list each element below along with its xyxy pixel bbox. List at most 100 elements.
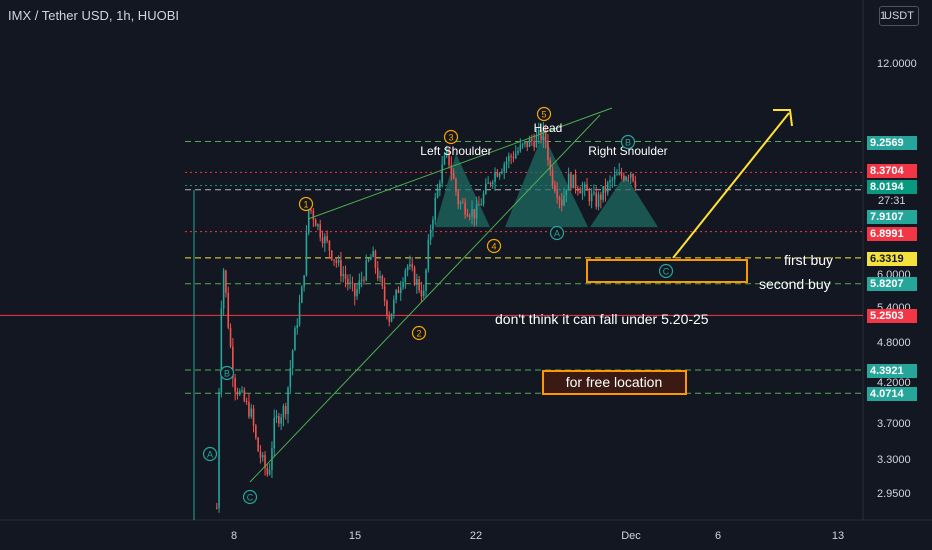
candle-body — [326, 236, 328, 241]
currency-unit-button[interactable]: USDT — [879, 6, 919, 26]
candle-body — [393, 299, 395, 314]
candle-body — [372, 251, 374, 258]
candle-body — [457, 191, 460, 205]
candle-body — [558, 197, 561, 200]
candle-body — [496, 172, 499, 177]
candle-body — [243, 390, 246, 402]
candle-body — [521, 143, 524, 145]
candle-body — [383, 285, 386, 301]
candle-body — [629, 173, 632, 178]
candle-body — [218, 391, 220, 509]
projection-arrow[interactable] — [672, 109, 793, 259]
candle-body — [409, 264, 411, 267]
candle-body — [429, 229, 432, 240]
wave-label-b-1: B — [219, 365, 235, 381]
candle-body — [544, 128, 547, 142]
wave-label-c-2: C — [658, 263, 674, 279]
candle-body — [425, 269, 427, 291]
candle-body — [588, 190, 591, 202]
candle-body — [439, 183, 441, 188]
candle-body — [259, 451, 262, 458]
candle-body — [363, 279, 365, 281]
candle-body — [411, 264, 414, 268]
candle-body — [627, 177, 630, 179]
candle-body — [356, 289, 358, 297]
candle-body — [335, 260, 338, 263]
candle-body — [386, 300, 388, 315]
candle-body — [376, 267, 379, 279]
time-tick: Dec — [621, 530, 641, 542]
candle-body — [514, 153, 517, 159]
candle-body — [241, 390, 243, 392]
wave-label-a-1: A — [202, 446, 218, 462]
candle-body — [595, 192, 598, 207]
free-location-box[interactable] — [542, 370, 687, 395]
candle-body — [413, 267, 416, 285]
second-buy-label: second buy — [759, 276, 831, 292]
candle-body — [570, 173, 572, 189]
buy-zone-box[interactable] — [586, 259, 748, 283]
candle-body — [234, 378, 236, 392]
candle-body — [466, 214, 469, 217]
candle-body — [333, 259, 335, 261]
trendline-support[interactable] — [249, 114, 601, 483]
candle-body — [280, 417, 282, 424]
candle-body — [275, 415, 278, 418]
candle-body — [321, 237, 324, 244]
candle-body — [531, 138, 533, 141]
candle-body — [501, 171, 503, 174]
candle-body — [537, 129, 540, 136]
candle-body — [526, 141, 529, 147]
candle-body — [524, 141, 526, 144]
candle-body — [471, 209, 473, 217]
candle-body — [294, 328, 296, 351]
price-label: 4.3921 — [867, 364, 917, 378]
candle-body — [535, 135, 538, 148]
candle-body — [528, 138, 531, 147]
candle-body — [420, 290, 423, 297]
candle-body — [307, 209, 310, 233]
candle-body — [517, 150, 519, 154]
candle-body — [310, 209, 312, 211]
candle-body — [379, 276, 381, 279]
candle-body — [593, 192, 595, 194]
candle-body — [261, 455, 264, 458]
candle-body — [533, 140, 535, 148]
candle-body — [227, 292, 230, 328]
candle-body — [422, 290, 425, 297]
candle-body — [448, 148, 450, 166]
current-price-label: 8.0194 — [867, 180, 917, 194]
candle-body — [620, 171, 623, 176]
candle-body — [606, 182, 609, 193]
candle-body — [485, 183, 487, 194]
candle-body — [273, 417, 276, 449]
wave-label-2: 2 — [411, 325, 427, 341]
candle-body — [347, 279, 349, 284]
candle-body — [381, 276, 384, 286]
candle-body — [264, 455, 266, 468]
candle-body — [404, 270, 407, 283]
trendline-resistance[interactable] — [307, 107, 613, 220]
price-tick: 3.7000 — [877, 418, 911, 430]
candle-body — [395, 289, 397, 300]
candle-body — [480, 203, 483, 206]
candle-body — [220, 308, 223, 392]
time-tick: 6 — [715, 530, 721, 542]
candle-body — [268, 470, 271, 475]
time-axis[interactable]: 8 15 22 Dec 6 13 — [231, 530, 844, 542]
candle-body — [406, 266, 409, 271]
candle-body — [330, 250, 333, 260]
candle-body — [473, 209, 476, 219]
candle-body — [284, 406, 287, 415]
candle-body — [549, 160, 552, 171]
candle-body — [625, 177, 627, 180]
wave-label-a-2: A — [549, 225, 565, 241]
support-note: don't think it can fall under 5.20-25 — [495, 311, 709, 327]
candle-body — [452, 173, 455, 179]
candle-body — [510, 155, 512, 157]
candle-body — [519, 144, 522, 151]
candle-body — [236, 391, 239, 395]
candle-body — [563, 195, 565, 206]
candle-body — [225, 270, 227, 293]
